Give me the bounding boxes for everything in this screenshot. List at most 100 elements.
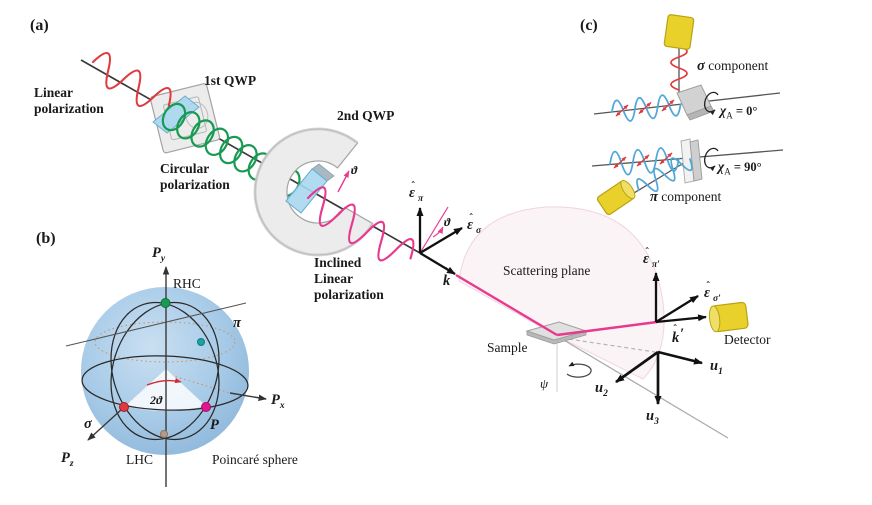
- qwp2-plate: [285, 168, 328, 214]
- rhc-label: RHC: [173, 276, 201, 291]
- eps-sigma-prime-label: ε ˆ σ′: [704, 281, 721, 304]
- linear-polarization-label: Linear polarization: [34, 85, 104, 116]
- eps-pi-label: ε ˆ π: [409, 181, 424, 204]
- detector-pi: [596, 180, 636, 216]
- inclined-polarization-wave: [306, 186, 415, 262]
- p-dot: [201, 402, 211, 412]
- transmitted-line-c-bottom: [623, 157, 693, 200]
- theta-reference-line: [419, 206, 449, 254]
- py-label: Py: [152, 245, 166, 264]
- scattering-plane-shape: [458, 206, 665, 380]
- svg-text:ˆ: ˆ: [412, 181, 416, 192]
- svg-text:k: k: [443, 273, 451, 289]
- analyzer-90deg-group: π component χA = 90°: [591, 138, 784, 216]
- chi-90-label: χA = 90°: [716, 159, 762, 177]
- qwp2-theta-label: ϑ: [351, 163, 358, 177]
- u1-label: u1: [710, 358, 723, 377]
- svg-text:k: k: [672, 330, 680, 346]
- svg-text:ε: ε: [643, 251, 649, 267]
- px-label: Px: [271, 392, 285, 411]
- analyzer-0deg: [676, 84, 712, 116]
- circular-polarization-label-1: Circular: [160, 161, 209, 176]
- rhc-dot: [160, 298, 171, 308]
- lhc-dot: [160, 430, 168, 438]
- theta-arc: [432, 226, 444, 238]
- svg-text:ˆ: ˆ: [707, 281, 711, 292]
- k-prime-vector: [655, 314, 707, 324]
- psi-label: ψ: [540, 376, 549, 391]
- svg-text:polarization: polarization: [34, 101, 104, 116]
- incident-beam-pink: [455, 273, 558, 337]
- sphere-meridian-left: [110, 301, 220, 441]
- svg-text:ˆ: ˆ: [470, 213, 474, 224]
- svg-text:ˆ: ˆ: [445, 267, 449, 278]
- pz-label: Pz: [61, 450, 74, 469]
- px-axis: [229, 392, 267, 401]
- pz-axis: [87, 408, 123, 441]
- pi-point-label: π: [233, 315, 242, 331]
- pi-wave-transmitted: [636, 157, 693, 192]
- scattering-plane-label: Scattering plane: [503, 263, 590, 278]
- analyzer-90deg: [689, 139, 703, 182]
- sample-ground-line: [556, 335, 729, 439]
- px-axis-dotted: [166, 373, 231, 394]
- pi-wave-c-top: [611, 94, 682, 122]
- sphere-latitude-dotted: [94, 321, 236, 363]
- svg-text:π′: π′: [652, 260, 660, 270]
- eps-pi-prime-label: ε ˆ π′: [643, 247, 660, 270]
- lhc-label: LHC: [126, 452, 153, 467]
- svg-text:ε: ε: [467, 217, 473, 233]
- u2-label: u2: [595, 380, 608, 399]
- sigma-arrows-c-bottom: [613, 152, 673, 169]
- eps-sigma-prime-vector: [655, 295, 699, 323]
- eps-sigma-label: ε ˆ σ: [467, 213, 482, 236]
- two-theta-label: 2ϑ: [149, 393, 163, 407]
- k-vector: [419, 252, 456, 275]
- detector-sigma: [663, 14, 695, 50]
- eps-sigma-vector: [419, 227, 463, 254]
- qwp2-label: 2nd QWP: [337, 108, 394, 123]
- inclined-label-3: polarization: [314, 287, 384, 302]
- sigma-arrows-c-top: [615, 99, 675, 117]
- u3-label: u3: [646, 408, 659, 427]
- panel-a-tag: (a): [30, 17, 49, 34]
- u2-vector: [615, 350, 659, 384]
- svg-text:ε: ε: [409, 185, 415, 201]
- sphere-meridian-right: [110, 301, 220, 441]
- svg-text:σ: σ: [476, 226, 482, 236]
- two-theta-arrow: [146, 378, 182, 386]
- u1-vector: [657, 350, 703, 365]
- sigma-component-label: σ component: [697, 58, 768, 74]
- panel-c-tag: (c): [580, 17, 598, 34]
- svg-text:Linear: Linear: [34, 85, 73, 100]
- detector-label: Detector: [724, 332, 771, 347]
- pi-component-label: π component: [650, 189, 722, 205]
- svg-text:ˆ: ˆ: [674, 324, 678, 335]
- panel-b-tag: (b): [36, 230, 56, 247]
- rotation-icon-90deg: [704, 147, 719, 172]
- chi-0-label: χA = 0°: [718, 103, 757, 121]
- qwp2-theta-arrow: [337, 170, 350, 193]
- svg-text:σ′: σ′: [713, 294, 721, 304]
- sample-label: Sample: [487, 340, 528, 355]
- poincare-sphere-group: [65, 266, 267, 487]
- p-point-label: P: [210, 417, 219, 433]
- sigma-point-label: σ: [84, 416, 93, 432]
- sample-dashed-line: [561, 337, 656, 353]
- inclined-label-1: Inclined: [314, 255, 362, 270]
- poincare-caption: Poincaré sphere: [212, 452, 298, 467]
- qwp1-label: 1st QWP: [204, 73, 256, 88]
- rotation-icon-0deg: [704, 91, 719, 116]
- inclined-label-2: Linear: [314, 271, 353, 286]
- analyzer-0deg-group: σ component χA = 0°: [593, 14, 781, 122]
- circular-polarization-label-2: polarization: [160, 177, 230, 192]
- svg-text:ˆ: ˆ: [646, 247, 650, 258]
- sigma-wave-up: [670, 45, 688, 91]
- scattered-beam-pink: [556, 320, 658, 337]
- k-label: k ˆ: [443, 267, 451, 289]
- psi-rotation-icon: [566, 361, 592, 378]
- svg-text:π: π: [418, 194, 424, 204]
- sigma-dot: [119, 402, 129, 412]
